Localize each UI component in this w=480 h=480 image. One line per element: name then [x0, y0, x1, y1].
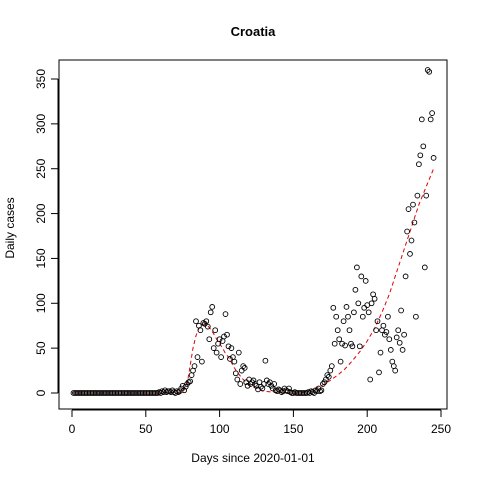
data-point	[362, 305, 367, 310]
chart-title: Croatia	[231, 24, 277, 39]
data-point	[419, 117, 424, 122]
data-point	[331, 305, 336, 310]
data-point	[394, 335, 399, 340]
data-point	[381, 323, 386, 328]
data-point	[232, 359, 237, 364]
data-point	[378, 350, 383, 355]
data-point	[369, 301, 374, 306]
data-point	[431, 156, 436, 161]
data-point	[357, 344, 362, 349]
data-point	[207, 337, 212, 342]
data-point	[363, 279, 368, 284]
data-point	[347, 328, 352, 333]
data-point	[355, 265, 360, 270]
data-point	[360, 314, 365, 319]
y-tick-label: 0	[34, 389, 48, 396]
data-point	[238, 382, 243, 387]
data-point	[188, 379, 193, 384]
data-point	[352, 310, 357, 315]
data-point	[223, 312, 228, 317]
data-point	[386, 314, 391, 319]
data-point	[403, 274, 408, 279]
data-point	[211, 346, 216, 351]
data-point	[194, 319, 199, 324]
y-tick-label: 350	[34, 69, 48, 89]
y-tick-label: 250	[34, 158, 48, 178]
data-point	[417, 162, 422, 167]
x-tick-label: 150	[283, 422, 303, 436]
data-point	[205, 324, 210, 329]
data-point	[421, 144, 426, 149]
data-point	[377, 370, 382, 375]
data-point	[399, 308, 404, 313]
data-points	[71, 68, 436, 396]
data-point	[411, 202, 416, 207]
x-tick-label: 100	[210, 422, 230, 436]
y-tick-label: 300	[34, 114, 48, 134]
data-point	[402, 332, 407, 337]
data-point	[263, 358, 268, 363]
x-tick-label: 0	[69, 422, 76, 436]
fit-curve	[72, 169, 434, 393]
data-point	[359, 274, 364, 279]
data-point	[430, 111, 435, 116]
y-axis: 0 50 100 150 200 250 300 350	[34, 69, 58, 397]
x-tick-label: 50	[139, 422, 153, 436]
data-point	[422, 265, 427, 270]
data-point	[409, 238, 414, 243]
data-point	[208, 310, 213, 315]
x-axis: 0 50 100 150 200 250	[69, 410, 452, 436]
data-point	[428, 117, 433, 122]
data-point	[418, 153, 423, 158]
data-point	[233, 371, 238, 376]
data-point	[235, 377, 240, 382]
data-point	[200, 359, 205, 364]
y-tick-label: 50	[34, 341, 48, 355]
data-point	[397, 340, 402, 345]
x-tick-label: 250	[431, 422, 451, 436]
data-point	[356, 301, 361, 306]
data-point	[344, 305, 349, 310]
data-point	[368, 377, 373, 382]
data-point	[393, 368, 398, 373]
data-point	[400, 348, 405, 353]
data-point	[210, 305, 215, 310]
data-point	[396, 328, 401, 333]
data-point	[387, 337, 392, 342]
plot-frame	[59, 60, 447, 409]
data-point	[236, 350, 241, 355]
y-tick-label: 150	[34, 248, 48, 268]
data-point	[414, 314, 419, 319]
data-point	[219, 355, 224, 360]
data-point	[424, 193, 429, 198]
data-point	[334, 314, 339, 319]
data-point	[214, 350, 219, 355]
data-point	[329, 364, 334, 369]
data-point	[374, 328, 379, 333]
y-axis-label: Daily cases	[3, 197, 17, 258]
data-point	[372, 296, 377, 301]
data-point	[415, 193, 420, 198]
data-point	[341, 319, 346, 324]
data-point	[192, 364, 197, 369]
data-point	[332, 341, 337, 346]
data-point	[337, 337, 342, 342]
x-axis-label: Days since 2020-01-01	[191, 451, 315, 465]
data-point	[338, 359, 343, 364]
data-point	[408, 252, 413, 257]
data-point	[406, 207, 411, 212]
data-point	[405, 229, 410, 234]
y-tick-label: 200	[34, 203, 48, 223]
data-point	[353, 287, 358, 292]
x-tick-label: 200	[357, 422, 377, 436]
data-point	[198, 328, 203, 333]
y-tick-label: 100	[34, 293, 48, 313]
data-point	[213, 328, 218, 333]
data-point	[388, 348, 393, 353]
data-point	[346, 314, 351, 319]
data-point	[366, 310, 371, 315]
data-point	[195, 355, 200, 360]
data-point	[335, 328, 340, 333]
